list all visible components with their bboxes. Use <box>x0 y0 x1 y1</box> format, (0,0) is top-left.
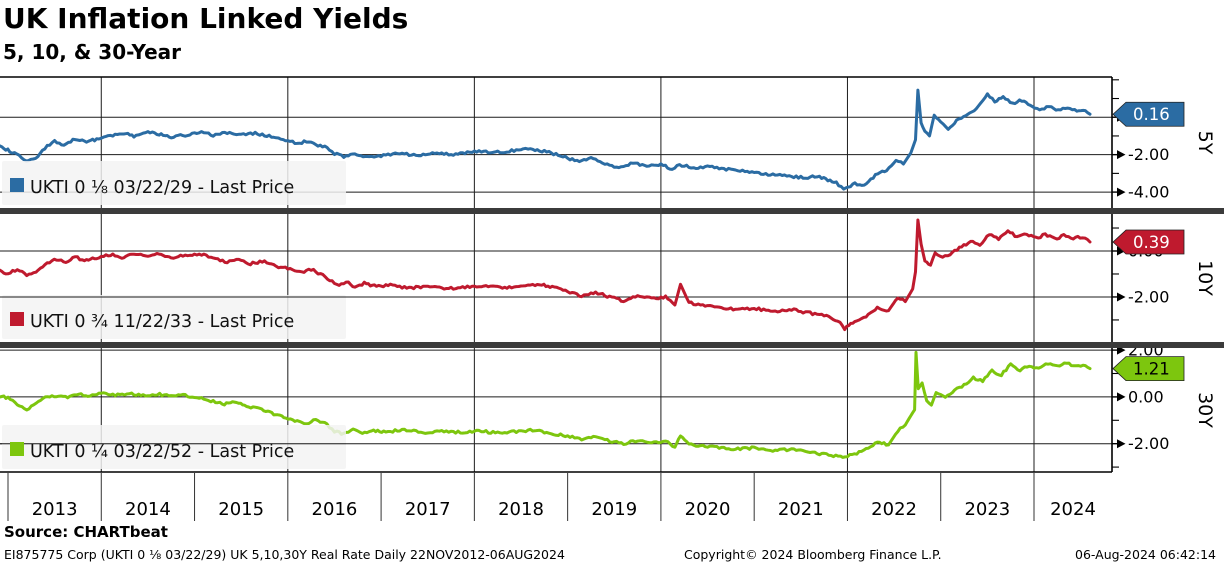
source-label: Source: CHARTbeat <box>4 523 168 541</box>
x-tick-year-label: 2019 <box>591 499 637 520</box>
x-tick-year-label: 2020 <box>685 499 731 520</box>
legend-label: UKTI 0 ⅛ 03/22/29 - Last Price <box>30 178 294 198</box>
legend-swatch-icon <box>10 442 24 456</box>
panel-separator <box>0 208 1224 214</box>
series-line-10y <box>0 218 1092 332</box>
legend-box <box>2 425 346 469</box>
tick-arrow-icon <box>1117 439 1126 449</box>
x-tick-year-label: 2024 <box>1050 499 1096 520</box>
x-tick-year-label: 2015 <box>218 499 264 520</box>
last-price-badge-5y[interactable]: 0.16 <box>1112 101 1185 127</box>
last-price-value: 0.16 <box>1133 105 1170 124</box>
legend-30y[interactable]: UKTI 0 ¼ 03/22/52 - Last Price <box>0 425 346 469</box>
x-tick-year-label: 2017 <box>405 499 451 520</box>
badge-shape <box>1112 101 1185 127</box>
tick-arrow-icon <box>1117 392 1126 402</box>
badge-shape <box>1112 356 1185 381</box>
footer-copyright: Copyright© 2024 Bloomberg Finance L.P. <box>684 547 942 562</box>
x-tick-year-label: 2021 <box>778 499 824 520</box>
x-tick-year-label: 2023 <box>964 499 1010 520</box>
x-tick-year-label: 2013 <box>32 499 78 520</box>
x-tick-year-label: 2016 <box>312 499 358 520</box>
panel-separator <box>0 342 1224 348</box>
legend-swatch-icon <box>10 312 24 326</box>
panel-axis-label: 10Y <box>1194 260 1216 296</box>
last-price-badge-10y[interactable]: 0.39 <box>1112 229 1185 255</box>
tick-arrow-icon <box>1117 246 1126 256</box>
panel-10y: UKTI 0 ¾ 11/22/33 - Last Price0.00-2.001… <box>0 214 1216 342</box>
chart-subtitle: 5, 10, & 30-Year <box>3 40 182 64</box>
y-tick-label: -2.00 <box>1128 145 1169 164</box>
panel-30y: UKTI 0 ¼ 03/22/52 - Last Price2.000.00-2… <box>0 341 1216 472</box>
series-line-30y <box>0 350 1092 459</box>
tick-arrow-icon <box>1117 150 1126 160</box>
x-tick-year-label: 2018 <box>498 499 544 520</box>
legend-5y[interactable]: UKTI 0 ⅛ 03/22/29 - Last Price <box>2 161 346 205</box>
legend-swatch-icon <box>10 178 24 192</box>
last-price-badge-30y[interactable]: 1.21 <box>1112 356 1185 381</box>
badge-shape <box>1112 229 1185 255</box>
legend-box <box>2 161 346 205</box>
tick-arrow-icon <box>1117 187 1126 197</box>
footer-security-info: EI875775 Corp (UKTI 0 ⅛ 03/22/29) UK 5,1… <box>4 547 565 562</box>
legend-10y[interactable]: UKTI 0 ¾ 11/22/33 - Last Price <box>0 295 346 339</box>
tick-arrow-icon <box>1117 292 1126 302</box>
legend-label: UKTI 0 ¼ 03/22/52 - Last Price <box>30 442 294 462</box>
panel-axis-label: 30Y <box>1194 392 1216 428</box>
last-price-value: 1.21 <box>1133 360 1170 379</box>
footer-timestamp: 06-Aug-2024 06:42:14 <box>1075 547 1216 562</box>
panel-5y: UKTI 0 ⅛ 03/22/29 - Last Price0.00-2.00-… <box>0 77 1216 208</box>
legend-box <box>2 295 346 339</box>
y-tick-label: -2.00 <box>1128 287 1169 306</box>
series-line-5y <box>0 88 1092 191</box>
legend-label: UKTI 0 ¾ 11/22/33 - Last Price <box>30 312 294 332</box>
y-tick-label: -2.00 <box>1128 434 1169 453</box>
chart-title: UK Inflation Linked Yields <box>3 2 409 35</box>
panel-axis-label: 5Y <box>1194 131 1216 155</box>
x-tick-year-label: 2022 <box>871 499 917 520</box>
x-tick-year-label: 2014 <box>125 499 171 520</box>
y-tick-label: -4.00 <box>1128 183 1169 202</box>
last-price-value: 0.39 <box>1133 233 1170 252</box>
y-tick-label: 0.00 <box>1128 387 1164 406</box>
